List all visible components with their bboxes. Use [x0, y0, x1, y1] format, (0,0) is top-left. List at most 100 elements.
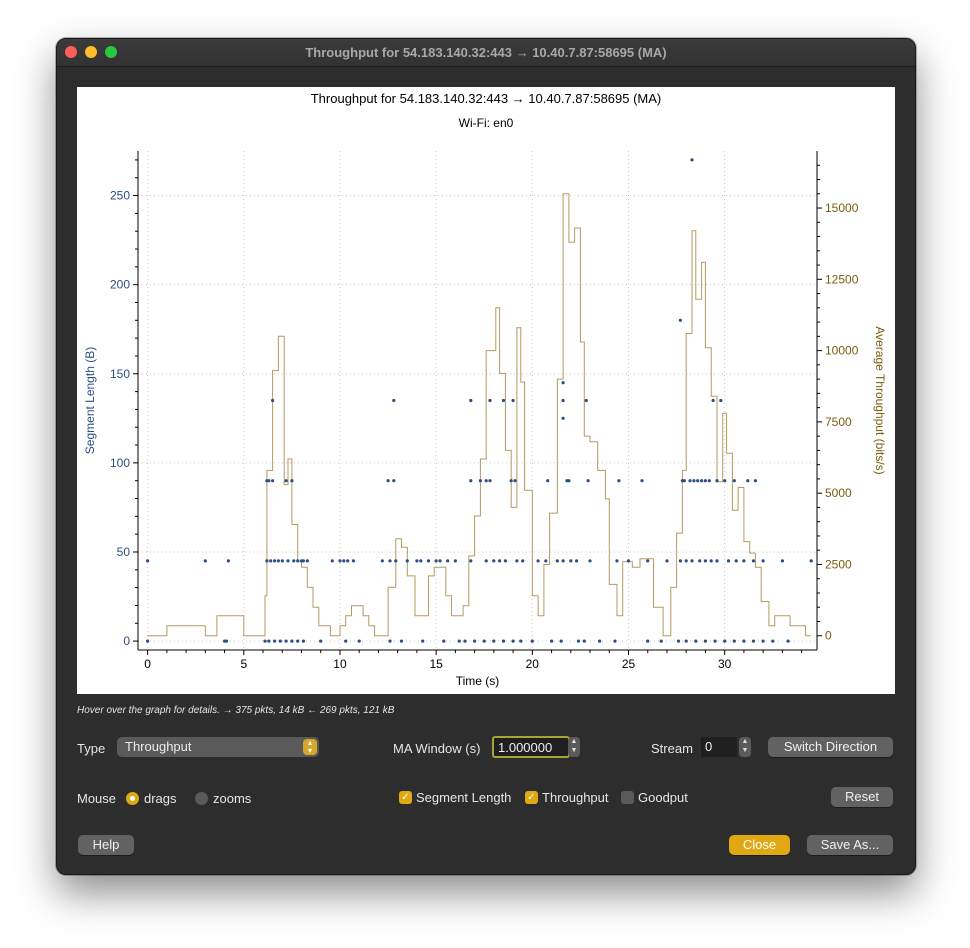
- title-bar[interactable]: Throughput for 54.183.140.32:443 → 10.40…: [57, 39, 915, 67]
- segment-point: [696, 479, 700, 483]
- mouse-zooms-radio[interactable]: [195, 792, 208, 805]
- segment-point: [457, 639, 461, 643]
- goodput-label[interactable]: Goodput: [638, 790, 688, 805]
- segment-point: [271, 479, 275, 483]
- window-title: Throughput for 54.183.140.32:443 → 10.40…: [305, 45, 667, 60]
- segment-point: [386, 479, 390, 483]
- segment-point: [732, 639, 736, 643]
- segment-point: [713, 639, 717, 643]
- segment-point: [690, 158, 694, 162]
- segment-point: [809, 559, 813, 563]
- segment-point: [380, 559, 384, 563]
- segment-point: [684, 559, 688, 563]
- reset-button[interactable]: Reset: [831, 787, 893, 807]
- segment-point: [703, 479, 708, 483]
- y-tick-label: 50: [117, 545, 131, 559]
- segment-point: [703, 639, 708, 643]
- y-tick-label: 0: [123, 634, 130, 648]
- zoom-window-icon[interactable]: [105, 46, 117, 58]
- segment-point: [271, 398, 275, 403]
- segment-point: [273, 559, 277, 563]
- throughput-checkbox-label[interactable]: Throughput: [542, 790, 609, 805]
- ma-window-stepper[interactable]: ▲ ▼: [568, 737, 580, 757]
- x-tick-label: 10: [333, 657, 347, 671]
- x-tick-label: 15: [429, 657, 443, 671]
- segment-point: [519, 639, 523, 643]
- segment-point: [492, 639, 496, 643]
- segment-point: [715, 559, 719, 563]
- segment-point: [421, 639, 425, 643]
- segment-point: [388, 559, 392, 563]
- segment-point: [498, 559, 502, 563]
- segment-point: [296, 639, 300, 643]
- y-axis-label: Segment Length (B): [83, 347, 97, 454]
- segment-point: [290, 639, 294, 643]
- segment-point: [330, 559, 334, 563]
- segment-point: [682, 479, 686, 483]
- mouse-zooms-label[interactable]: zooms: [213, 791, 252, 806]
- throughput-checkbox[interactable]: ✓: [525, 791, 538, 804]
- close-button[interactable]: Close: [729, 835, 790, 855]
- segment-point: [434, 559, 438, 563]
- help-button[interactable]: Help: [78, 835, 134, 855]
- segment-length-label[interactable]: Segment Length: [416, 790, 512, 805]
- minimize-window-icon[interactable]: [85, 46, 97, 58]
- stream-stepper[interactable]: ▲ ▼: [739, 737, 751, 757]
- ma-window-input[interactable]: 1.000000: [492, 736, 570, 758]
- segment-point: [296, 559, 300, 563]
- segment-point: [484, 559, 488, 563]
- stream-input[interactable]: 0: [701, 737, 737, 757]
- y2-tick-label: 12500: [825, 272, 859, 286]
- segment-point: [555, 559, 559, 563]
- segment-point: [273, 639, 277, 643]
- type-select-value: Throughput: [125, 739, 192, 754]
- segment-point: [263, 639, 267, 643]
- x-tick-label: 20: [526, 657, 540, 671]
- segment-point: [305, 559, 309, 563]
- mouse-drags-label[interactable]: drags: [144, 791, 177, 806]
- segment-point: [492, 559, 496, 563]
- segment-point: [544, 559, 548, 563]
- goodput-checkbox[interactable]: [621, 791, 634, 804]
- segment-point: [511, 639, 515, 643]
- segment-point: [665, 559, 669, 563]
- segment-point: [582, 639, 586, 643]
- y2-tick-label: 7500: [825, 415, 852, 429]
- y-tick-label: 150: [110, 367, 130, 381]
- segment-point: [446, 559, 450, 563]
- y2-tick-label: 10000: [825, 344, 859, 358]
- segment-point: [415, 559, 419, 563]
- segment-point: [576, 639, 581, 643]
- segment-point: [690, 559, 694, 563]
- segment-point: [646, 559, 650, 563]
- mouse-drags-radio[interactable]: [126, 792, 139, 805]
- segment-point: [301, 559, 305, 563]
- y2-tick-label: 5000: [825, 486, 852, 500]
- segment-point: [700, 479, 704, 483]
- type-select[interactable]: Throughput ▴ ▾: [117, 737, 319, 757]
- segment-point: [715, 479, 719, 483]
- switch-direction-button[interactable]: Switch Direction: [768, 737, 893, 757]
- segment-point: [469, 559, 473, 563]
- segment-point: [786, 639, 790, 643]
- segment-point: [584, 398, 588, 403]
- save-as-button[interactable]: Save As...: [807, 835, 893, 855]
- segment-point: [711, 398, 715, 403]
- segment-point: [146, 559, 150, 563]
- segment-point: [536, 559, 540, 563]
- segment-point: [265, 559, 269, 563]
- segment-point: [473, 639, 477, 643]
- throughput-chart[interactable]: Throughput for 54.183.140.32:443 → 10.40…: [77, 87, 895, 694]
- plot-area[interactable]: Throughput for 54.183.140.32:443 → 10.40…: [77, 87, 895, 694]
- segment-point: [394, 559, 398, 563]
- segment-point: [438, 559, 442, 563]
- segment-point: [203, 559, 207, 563]
- segment-point: [742, 639, 746, 643]
- stream-label: Stream: [651, 741, 693, 756]
- y2-tick-label: 2500: [825, 557, 852, 571]
- segment-point: [561, 381, 565, 385]
- segment-point: [392, 479, 396, 483]
- segment-point: [290, 479, 294, 483]
- segment-length-checkbox[interactable]: ✓: [399, 791, 412, 804]
- close-window-icon[interactable]: [65, 46, 77, 58]
